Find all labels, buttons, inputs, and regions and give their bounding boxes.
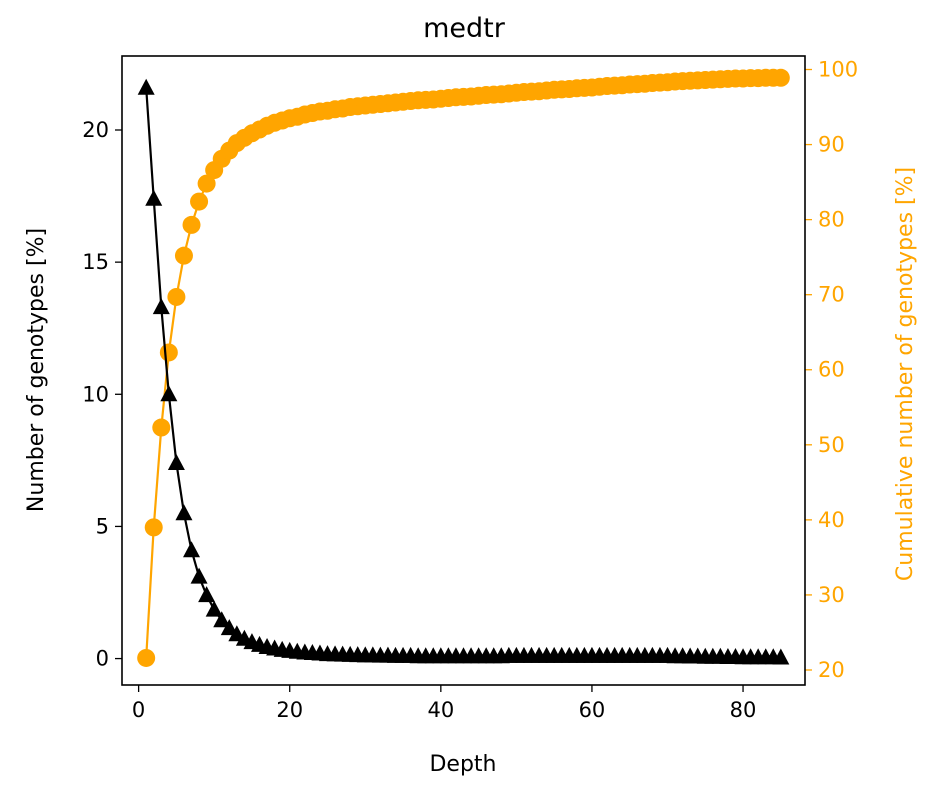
chart-title: medtr	[423, 13, 506, 44]
cumulative-point	[771, 68, 790, 87]
x-tick-label: 60	[579, 698, 606, 722]
cumulative-point	[152, 418, 171, 437]
right-tick-label: 80	[818, 208, 845, 232]
left-tick-label: 20	[82, 118, 109, 142]
right-tick-label: 30	[818, 583, 845, 607]
right-tick-label: 70	[818, 283, 845, 307]
cumulative-series	[137, 68, 790, 667]
right-tick-label: 50	[818, 433, 845, 457]
cumulative-point	[144, 518, 163, 537]
left-tick-label: 10	[82, 382, 109, 406]
count-point	[167, 454, 185, 470]
x-tick-label: 0	[132, 698, 145, 722]
right-tick-label: 40	[818, 508, 845, 532]
right-tick-label: 90	[818, 133, 845, 157]
count-point	[160, 385, 178, 402]
x-tick-label: 80	[730, 698, 757, 722]
count-point	[220, 619, 238, 636]
x-tick-label: 20	[276, 698, 303, 722]
count-point	[190, 567, 208, 584]
left-tick-label: 0	[96, 647, 109, 671]
count-point	[198, 586, 216, 603]
cumulative-point	[159, 343, 178, 362]
cumulative-point	[137, 648, 156, 667]
count-point	[175, 504, 193, 521]
right-axis-ticks: 20 30 40 50 60 70 80 90 100	[805, 58, 858, 682]
count-point	[213, 611, 231, 628]
right-tick-label: 100	[818, 58, 858, 82]
left-tick-label: 15	[82, 250, 109, 274]
count-series	[137, 78, 790, 665]
cumulative-point	[167, 287, 186, 306]
x-axis-ticks: 0 20 40 60 80	[132, 685, 756, 722]
right-tick-label: 60	[818, 358, 845, 382]
right-axis-label: Cumulative number of genotypes [%]	[893, 167, 918, 581]
left-tick-label: 5	[96, 514, 109, 538]
cumulative-point	[190, 192, 209, 211]
count-point	[772, 648, 790, 665]
cumulative-point	[182, 215, 201, 234]
left-axis-label: Number of genotypes [%]	[24, 228, 49, 512]
count-point	[205, 600, 223, 617]
left-axis-ticks: 0 5 10 15 20	[82, 118, 122, 671]
cumulative-point	[174, 246, 193, 265]
cumulative-point	[197, 174, 216, 193]
right-tick-label: 20	[818, 658, 845, 682]
count-point	[152, 298, 170, 315]
plot-frame	[121, 55, 806, 686]
count-point	[137, 78, 155, 95]
x-tick-label: 40	[427, 698, 454, 722]
count-point	[145, 189, 163, 206]
count-point	[183, 541, 201, 558]
x-axis-label: Depth	[429, 752, 496, 777]
